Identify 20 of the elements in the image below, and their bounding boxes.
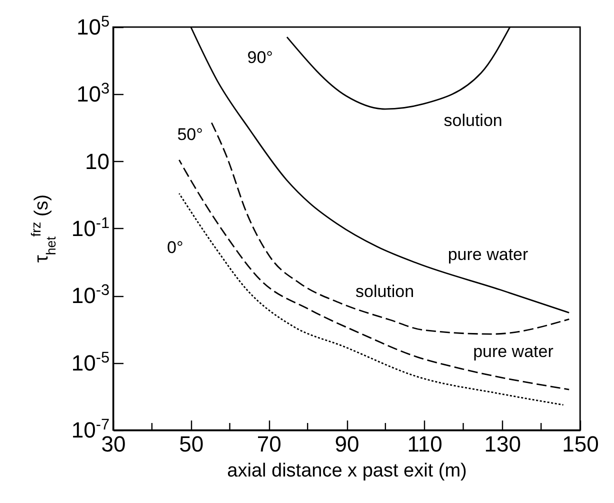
x-tick-label: 70 (256, 432, 282, 456)
annotation: pure water (473, 342, 554, 361)
y-tick-label: 10$^{5}$ (76, 13, 110, 40)
annotation: solution (355, 282, 414, 302)
annotation: solution (444, 110, 502, 130)
annotation: 90° (247, 48, 273, 68)
y-tick-label: 10$^{-3}$ (71, 282, 110, 308)
x-tick-label: 90 (334, 432, 360, 456)
annotation: 50° (177, 125, 203, 144)
y-tick-label: 10$^{-1}$ (71, 214, 110, 241)
annotation: 0° (166, 238, 184, 257)
y-tick-label: 10$^{-5}$ (71, 348, 110, 376)
x-tick-label: 150 (562, 432, 599, 456)
y-tick-label: 10 (85, 148, 110, 174)
x-axis-title: axial distance x past exit (m) (227, 460, 467, 482)
annotation: pure water (448, 245, 528, 264)
x-tick-label: 130 (484, 432, 522, 456)
x-tick-label: 50 (179, 432, 204, 456)
x-tick-label: 110 (407, 432, 442, 456)
y-tick-label: 10$^{3}$ (76, 80, 110, 107)
